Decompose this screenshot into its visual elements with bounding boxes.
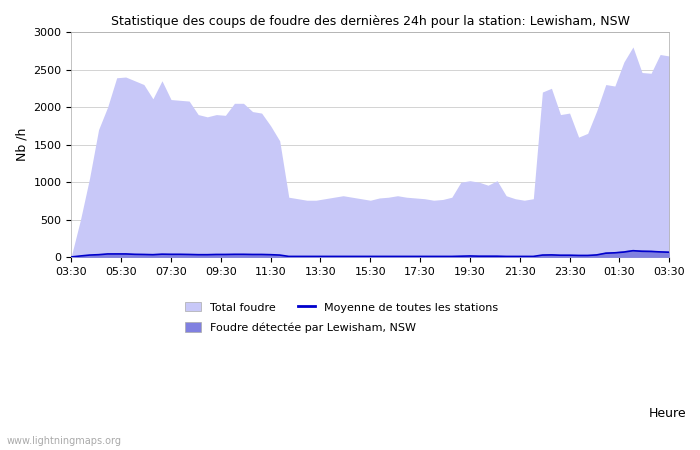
Legend: Foudre détectée par Lewisham, NSW: Foudre détectée par Lewisham, NSW: [185, 322, 416, 333]
Y-axis label: Nb /h: Nb /h: [15, 128, 28, 161]
Text: www.lightningmaps.org: www.lightningmaps.org: [7, 436, 122, 446]
Text: Heure: Heure: [648, 407, 686, 420]
Title: Statistique des coups de foudre des dernières 24h pour la station: Lewisham, NSW: Statistique des coups de foudre des dern…: [111, 15, 630, 28]
